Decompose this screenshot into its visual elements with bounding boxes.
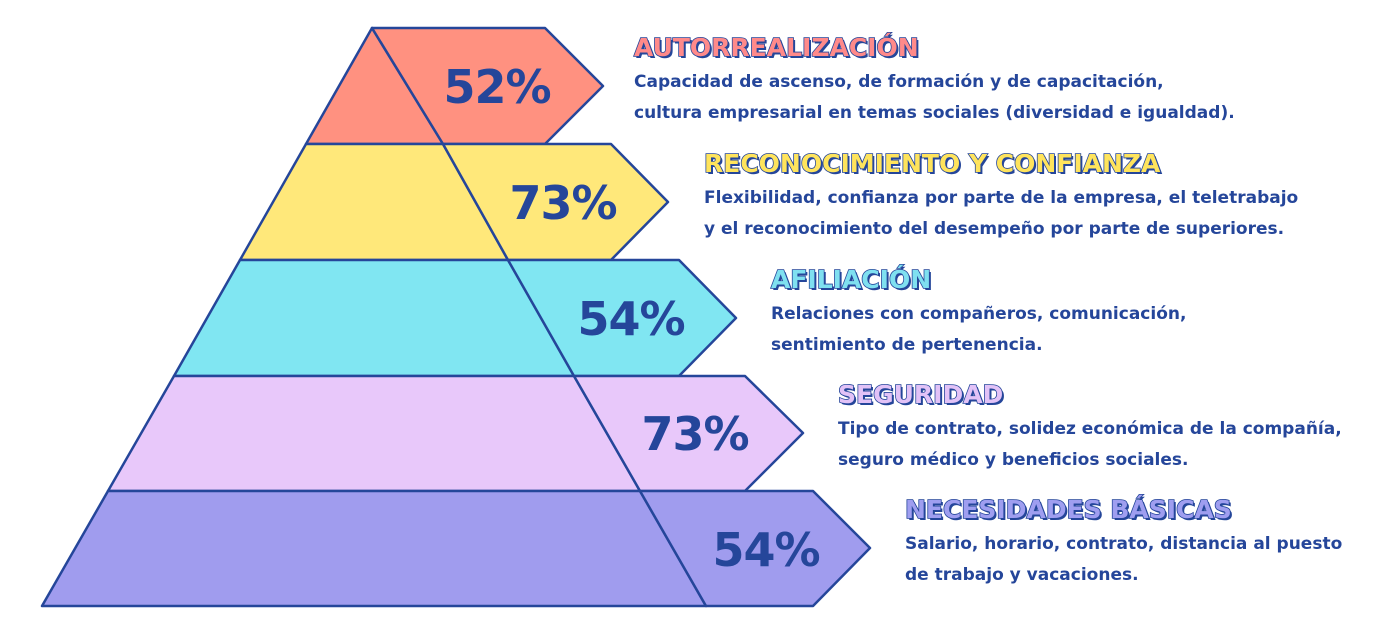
level-description-line: Salario, horario, contrato, distancia al… [905, 534, 1343, 554]
level-description: Relaciones con compañeros, comunicación,… [771, 299, 1331, 361]
level-description: Flexibilidad, confianza por parte de la … [704, 183, 1299, 245]
pyramid-level-autorrealizacion: 52% [304, 26, 605, 146]
pyramid-band [40, 489, 708, 608]
level-description-line: Flexibilidad, confianza por parte de la … [704, 188, 1299, 208]
level-title: AUTORREALIZACIÓN [633, 32, 919, 63]
level-percent: 73% [641, 407, 748, 461]
level-title: SEGURIDAD [837, 379, 1004, 410]
level-info-reconocimiento: RECONOCIMIENTO Y CONFIANZA Flexibilidad,… [703, 148, 1299, 245]
pyramid-band [106, 374, 642, 493]
pyramid-arrow [638, 489, 872, 608]
pyramid-arrow [506, 258, 738, 378]
level-description-line: Capacidad de ascenso, de formación y de … [634, 72, 1164, 92]
level-title: AFILIACIÓN [770, 264, 932, 295]
level-info-autorrealizacion: AUTORREALIZACIÓN Capacidad de ascenso, d… [633, 32, 1235, 129]
level-description-line: y el reconocimiento del desempeño por pa… [704, 219, 1285, 239]
level-description-line: seguro médico y beneficios sociales. [838, 450, 1189, 470]
level-description: Salario, horario, contrato, distancia al… [905, 529, 1400, 591]
level-description: Tipo de contrato, solidez económica de l… [838, 414, 1398, 476]
level-title: NECESIDADES BÁSICAS [904, 494, 1232, 525]
pyramid-level-afiliacion: 54% [172, 258, 738, 378]
pyramid-level-necesidades-basicas: 54% [40, 489, 872, 608]
level-description-line: Tipo de contrato, solidez económica de l… [838, 419, 1342, 439]
level-percent: 54% [577, 292, 684, 346]
level-info-necesidades-basicas: NECESIDADES BÁSICAS Salario, horario, co… [904, 494, 1400, 591]
level-description-line: Relaciones con compañeros, comunicación, [771, 304, 1187, 324]
level-title: RECONOCIMIENTO Y CONFIANZA [703, 148, 1161, 179]
level-percent: 52% [443, 60, 550, 114]
level-info-seguridad: SEGURIDAD Tipo de contrato, solidez econ… [837, 379, 1398, 476]
pyramid-arrow [572, 374, 805, 493]
pyramid-level-reconocimiento: 73% [238, 142, 670, 262]
level-info-afiliacion: AFILIACIÓN Relaciones con compañeros, co… [770, 264, 1331, 361]
level-description-line: de trabajo y vacaciones. [905, 565, 1139, 585]
level-description-line: sentimiento de pertenencia. [771, 335, 1043, 355]
level-description-line: cultura empresarial en temas sociales (d… [634, 103, 1235, 123]
level-percent: 54% [712, 523, 819, 577]
level-percent: 73% [509, 176, 616, 230]
pyramid-band [172, 258, 576, 378]
pyramid-arrow [441, 142, 670, 262]
pyramid-level-seguridad: 73% [106, 374, 805, 493]
pyramid-arrow [370, 26, 605, 146]
level-description: Capacidad de ascenso, de formación y de … [634, 67, 1235, 129]
